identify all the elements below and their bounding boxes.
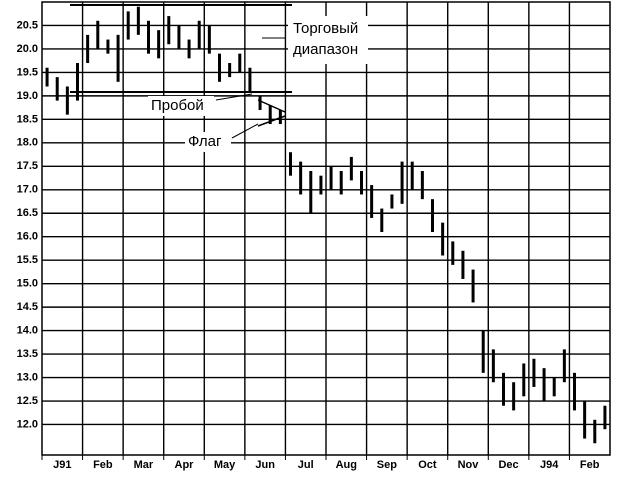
x-tick-label: Feb	[580, 459, 600, 471]
y-tick-label: 18.0	[17, 137, 38, 149]
x-tick-label: Feb	[93, 459, 113, 471]
y-tick-label: 15.0	[17, 278, 38, 290]
y-tick-label: 17.0	[17, 184, 38, 196]
x-tick-label: Apr	[175, 459, 195, 471]
y-tick-label: 19.0	[17, 90, 38, 102]
x-tick-label: Oct	[418, 459, 437, 471]
annotation: Торговый	[293, 20, 358, 37]
x-tick-label: J91	[53, 459, 71, 471]
y-tick-label: 16.0	[17, 231, 38, 243]
arrow	[215, 93, 253, 101]
x-tick-label: Jun	[255, 459, 275, 471]
annotation-bg	[288, 16, 368, 64]
annotation-bg	[148, 96, 214, 116]
y-tick-label: 17.5	[17, 160, 38, 172]
y-tick-label: 15.5	[17, 254, 38, 266]
y-tick-label: 14.0	[17, 325, 38, 337]
x-tick-label: Jul	[298, 459, 314, 471]
x-tick-label: Sep	[377, 459, 397, 471]
arrow	[231, 123, 259, 139]
y-tick-label: 20.5	[17, 19, 38, 31]
y-tick-label: 18.5	[17, 113, 38, 125]
annotation: диапазон	[293, 41, 358, 58]
x-tick-label: Dec	[498, 459, 518, 471]
y-tick-label: 20.0	[17, 43, 38, 55]
x-tick-label: Nov	[458, 459, 480, 471]
x-tick-label: J94	[540, 459, 559, 471]
y-tick-label: 19.5	[17, 66, 38, 78]
y-tick-label: 13.0	[17, 371, 38, 383]
y-tick-label: 14.5	[17, 301, 38, 313]
y-tick-label: 12.5	[17, 395, 38, 407]
y-tick-label: 12.0	[17, 418, 38, 430]
y-tick-label: 16.5	[17, 207, 38, 219]
annotation: Флаг	[188, 133, 222, 150]
annotation: Пробой	[151, 97, 204, 114]
y-tick-label: 13.5	[17, 348, 38, 360]
x-tick-label: Aug	[336, 459, 357, 471]
x-tick-label: May	[214, 459, 236, 471]
x-tick-label: Mar	[134, 459, 154, 471]
annotation-bg	[185, 132, 231, 152]
